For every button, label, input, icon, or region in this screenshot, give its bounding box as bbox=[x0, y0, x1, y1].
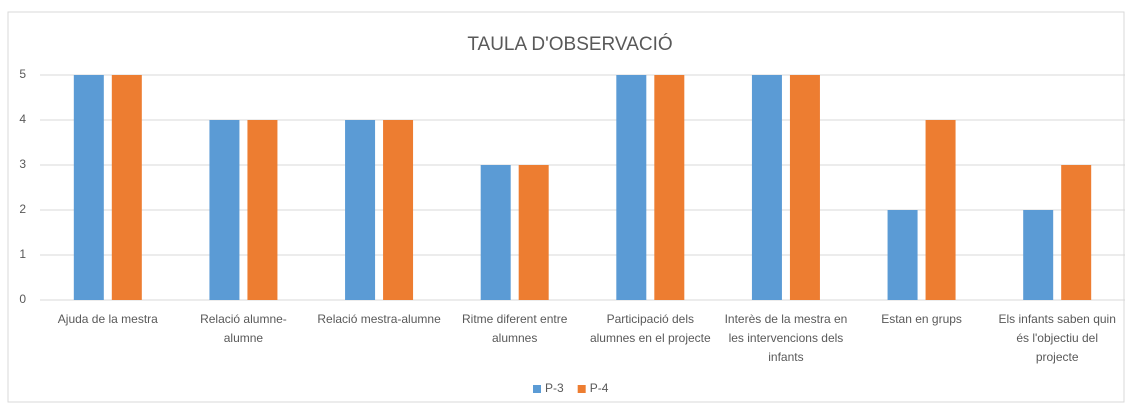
legend-label: P-4 bbox=[590, 381, 609, 395]
bar bbox=[480, 165, 511, 300]
bar bbox=[925, 120, 956, 300]
chart-frame bbox=[7, 11, 1125, 403]
bar bbox=[209, 120, 240, 300]
y-tick-label: 4 bbox=[19, 112, 26, 126]
x-tick-label: Relació alumne-alumne bbox=[200, 312, 287, 345]
y-tick-label: 3 bbox=[19, 157, 26, 171]
x-tick-label: Participació dels alumnes en el projecte bbox=[590, 312, 711, 345]
bar bbox=[247, 120, 278, 300]
bar bbox=[789, 75, 820, 300]
bar bbox=[887, 210, 918, 300]
legend-swatch bbox=[533, 385, 541, 393]
y-tick-label: 2 bbox=[19, 202, 26, 216]
x-tick-label: Relació mestra-alumne bbox=[317, 312, 441, 326]
bar bbox=[518, 165, 549, 300]
y-tick-label: 0 bbox=[19, 292, 26, 306]
x-tick-label: Ajuda de la mestra bbox=[58, 312, 158, 326]
bar bbox=[111, 75, 142, 300]
bar bbox=[73, 75, 104, 300]
bar bbox=[1061, 165, 1092, 300]
x-tick-label: Interès de la mestra en les intervencions… bbox=[725, 312, 848, 364]
y-tick-label: 5 bbox=[19, 67, 26, 81]
x-tick-label: Estan en grups bbox=[881, 312, 962, 326]
bar bbox=[1023, 210, 1054, 300]
y-tick-label: 1 bbox=[19, 247, 26, 261]
bar bbox=[654, 75, 685, 300]
bar bbox=[751, 75, 782, 300]
legend-swatch bbox=[577, 385, 586, 393]
chart-title: TAULA D'OBSERVACIÓ bbox=[467, 33, 672, 55]
legend-label: P-3 bbox=[545, 381, 564, 395]
bar bbox=[345, 120, 376, 300]
x-tick-label: Els infants saben quin és l'objectiu del p… bbox=[998, 312, 1115, 364]
x-tick-label: Ritme diferent entre alumnes bbox=[462, 312, 568, 345]
bar bbox=[383, 120, 414, 300]
bar bbox=[616, 75, 647, 300]
